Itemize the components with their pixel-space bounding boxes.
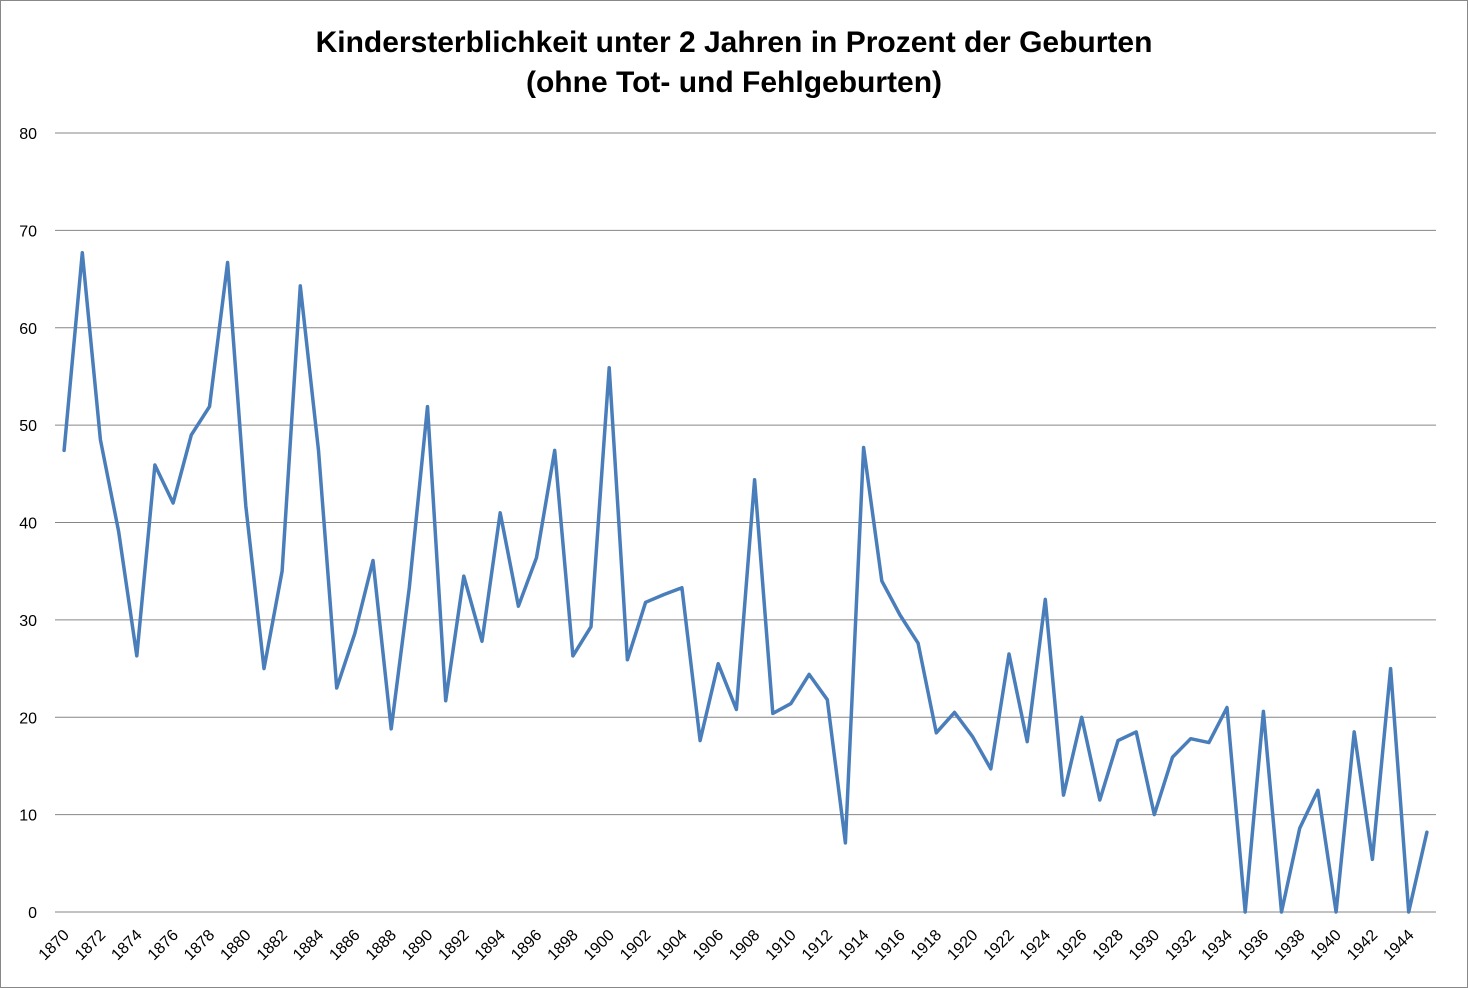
- y-tick-label: 50: [19, 418, 37, 435]
- x-tick-label: 1918: [908, 927, 945, 964]
- x-tick-label: 1906: [690, 927, 727, 964]
- x-tick-label: 1940: [1308, 927, 1345, 964]
- x-tick-label: 1888: [363, 927, 400, 964]
- x-tick-label: 1886: [326, 927, 363, 964]
- x-tick-label: 1928: [1090, 927, 1127, 964]
- x-tick-label: 1900: [581, 927, 618, 964]
- x-tick-label: 1908: [726, 927, 763, 964]
- x-tick-label: 1916: [872, 927, 909, 964]
- y-axis-tick-labels: 0 10 20 30 40 50 60 70 80: [19, 126, 37, 922]
- gridlines: [55, 132, 1436, 913]
- y-tick-label: 30: [19, 613, 37, 630]
- x-tick-label: 1936: [1235, 927, 1272, 964]
- x-tick-label: 1870: [36, 927, 73, 964]
- series-layer: [62, 251, 1429, 914]
- x-tick-label: 1942: [1344, 927, 1381, 964]
- y-tick-label: 40: [19, 516, 37, 533]
- y-tick-label: 20: [19, 710, 37, 727]
- x-tick-label: 1896: [508, 927, 545, 964]
- x-tick-label: 1876: [145, 927, 182, 964]
- x-tick-label: 1920: [944, 927, 981, 964]
- x-tick-label: 1930: [1126, 927, 1163, 964]
- y-tick-label: 60: [19, 321, 37, 338]
- x-tick-label: 1926: [1053, 927, 1090, 964]
- x-tick-label: 1878: [181, 927, 218, 964]
- x-tick-label: 1938: [1271, 927, 1308, 964]
- x-tick-label: 1884: [290, 927, 327, 964]
- x-tick-label: 1890: [399, 927, 436, 964]
- x-tick-label: 1872: [72, 927, 109, 964]
- y-tick-label: 70: [19, 223, 37, 240]
- series-line-0: [62, 251, 1429, 914]
- chart-subtitle-line: (ohne Tot- und Fehlgeburten): [525, 66, 943, 99]
- chart-title-line: Kindersterblichkeit unter 2 Jahren in Pr…: [315, 26, 1153, 59]
- y-tick-label: 10: [19, 808, 37, 825]
- x-tick-label: 1902: [617, 927, 654, 964]
- y-tick-label: 80: [19, 126, 37, 143]
- x-tick-label: 1898: [545, 927, 582, 964]
- x-tick-label: 1924: [1017, 927, 1054, 964]
- x-tick-label: 1912: [799, 927, 836, 964]
- x-tick-label: 1910: [763, 927, 800, 964]
- x-tick-label: 1944: [1380, 927, 1417, 964]
- x-tick-label: 1874: [108, 927, 145, 964]
- x-tick-label: 1922: [981, 927, 1018, 964]
- x-axis-tick-labels: 1870 1872 1874 1876 1878 1880 1882 1884 1886 1888…: [36, 927, 1418, 964]
- y-tick-label: 0: [28, 905, 37, 922]
- x-tick-label: 1892: [435, 927, 472, 964]
- x-tick-label: 1934: [1199, 927, 1236, 964]
- x-tick-label: 1914: [835, 927, 872, 964]
- x-tick-label: 1932: [1162, 927, 1199, 964]
- x-tick-label: 1880: [217, 927, 254, 964]
- x-tick-label: 1882: [254, 927, 291, 964]
- x-tick-label: 1904: [654, 927, 691, 964]
- chart-title: Kindersterblichkeit unter 2 Jahren in Pr…: [1, 23, 1467, 103]
- x-tick-label: 1894: [472, 927, 509, 964]
